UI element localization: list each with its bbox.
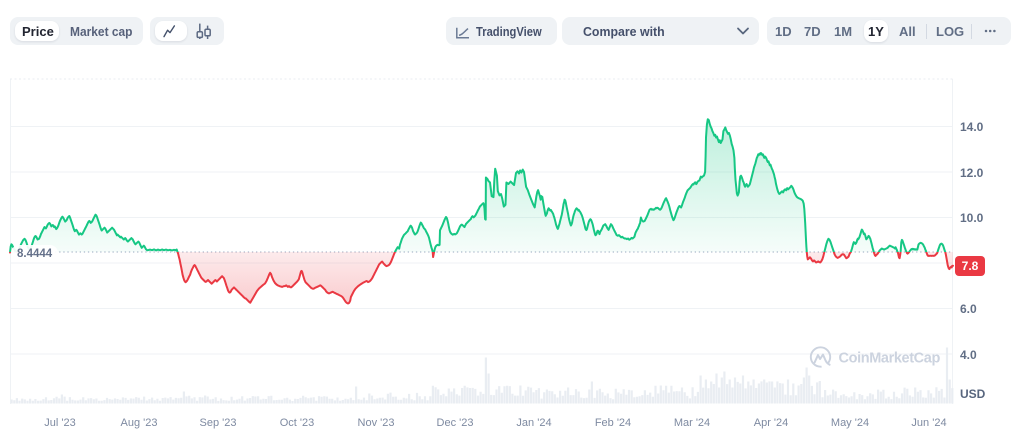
svg-text:CoinMarketCap: CoinMarketCap <box>839 351 941 367</box>
